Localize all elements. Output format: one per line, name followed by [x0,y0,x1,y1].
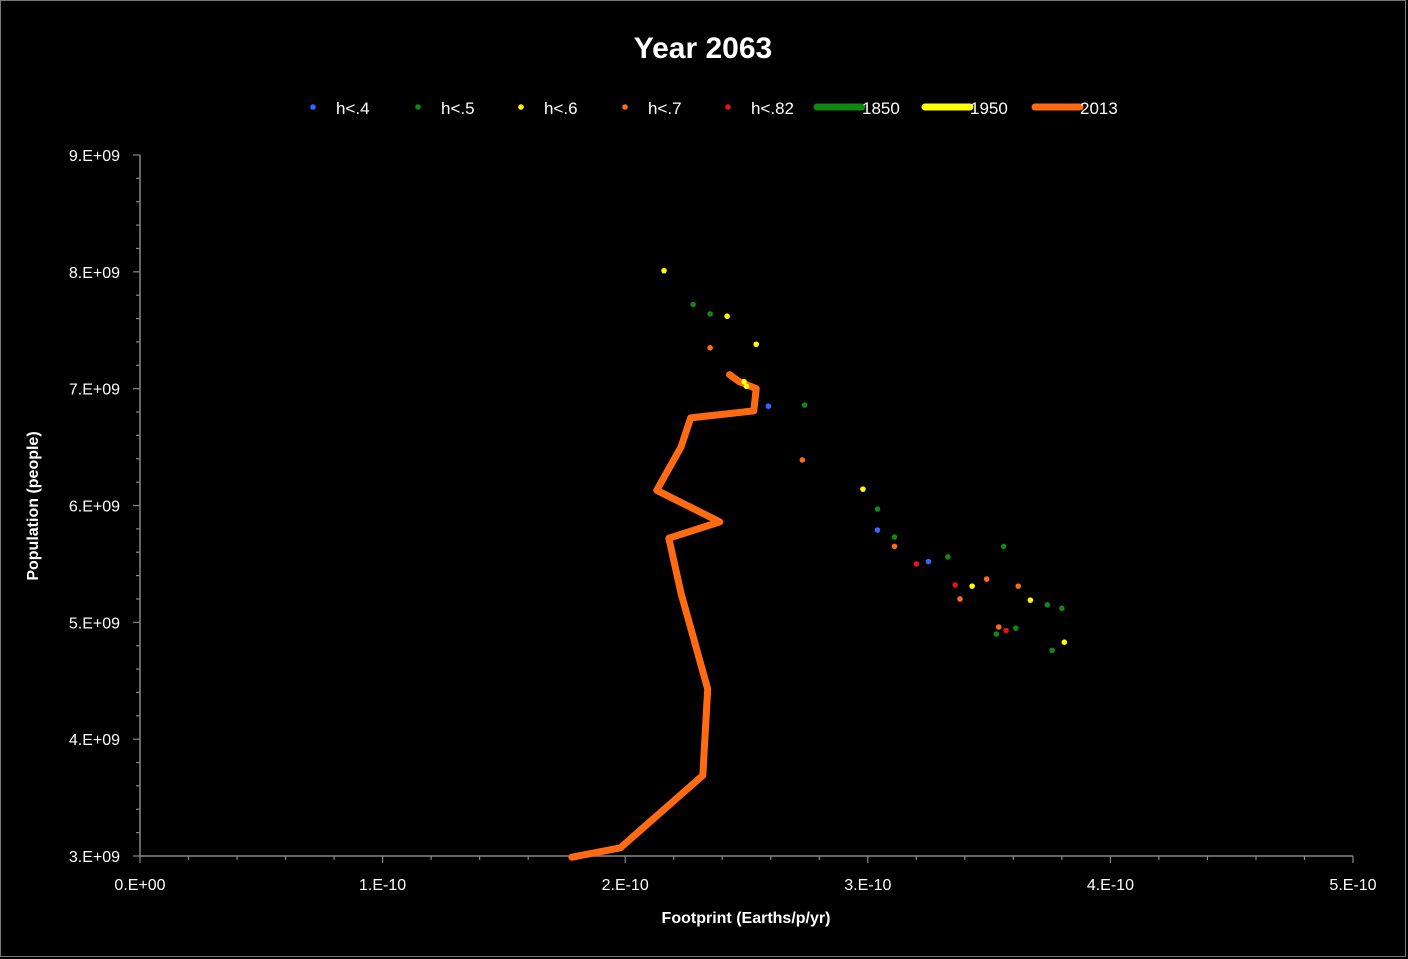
x-tick-label: 0.E+00 [114,877,165,894]
data-point-h-5 [1044,602,1051,608]
data-point-h-5 [801,402,808,408]
y-tick-label: 7.E+09 [69,382,120,399]
legend-label-1950: 1950 [970,99,1008,118]
legend-label-1850: 1850 [862,99,900,118]
plot-area [568,267,1068,861]
y-ticks: 3.E+09 4.E+09 5.E+09 6.E+09 7.E+09 8.E+09 9.E+… [69,148,140,866]
data-point-h-7 [707,344,713,351]
data-point-h-5 [891,534,898,540]
data-point-h-5 [1000,543,1007,550]
legend-label-h-6: h<.6 [544,99,578,118]
y-tick-label: 8.E+09 [69,265,120,282]
chart-title: Year 2063 [634,32,772,65]
data-point-h-6 [1027,597,1034,603]
data-point-h-82 [1003,627,1009,634]
x-tick-label: 3.E-10 [844,877,891,894]
x-tick-label: 5.E-10 [1329,877,1376,894]
y-tick-label: 9.E+09 [69,148,120,165]
data-point-h-7 [891,543,898,550]
x-ticks: 0.E+00 1.E-10 2.E-10 3.E-10 4.E-10 5.E-10 [114,856,1377,894]
y-tick-label: 6.E+09 [69,499,120,516]
legend-marker-h-6 [518,104,524,110]
data-point-h-5 [1012,625,1019,631]
axes [139,155,1353,857]
y-tick-label: 5.E+09 [69,615,120,632]
data-point-h-82 [913,561,920,567]
legend-marker-h-82 [725,104,731,110]
data-point-h-6 [661,267,667,274]
legend-marker-h-7 [622,104,628,110]
data-point-h-7 [996,624,1002,630]
data-point-h-6 [1061,639,1068,645]
data-point-h-5 [993,631,1000,637]
y-tick-label: 4.E+09 [69,732,120,749]
x-tick-label: 2.E-10 [602,877,649,894]
legend-label-2013: 2013 [1080,99,1118,118]
series-line-2013 [568,371,760,861]
y-axis-title: Population (people) [25,431,42,580]
legend: h<.4 h<.5 h<.6 h<.7 h<.82 1850 1950 2013 [310,99,1118,118]
data-point-h-4 [874,527,881,533]
x-axis-title: Footprint (Earths/p/yr) [662,910,831,927]
data-point-h-82 [952,582,958,588]
data-point-h-5 [874,506,881,512]
data-point-h-6 [969,583,975,589]
data-point-h-7 [799,457,806,463]
legend-label-h-5: h<.5 [441,99,475,118]
y-tick-label: 3.E+09 [69,849,120,866]
legend-marker-h-4 [310,104,316,110]
data-point-h-4 [925,558,932,565]
data-point-h-7 [1015,583,1022,589]
data-point-h-7 [983,576,990,582]
x-tick-label: 4.E-10 [1087,877,1134,894]
data-point-h-5 [1049,647,1055,654]
legend-label-h-7: h<.7 [648,99,682,118]
data-point-h-6 [724,313,730,320]
data-point-h-5 [690,301,696,308]
legend-label-h-82: h<.82 [751,99,794,118]
data-point-h-6 [743,383,750,390]
data-point-h-6 [860,486,866,492]
data-point-h-7 [957,596,963,602]
x-tick-label: 1.E-10 [359,877,406,894]
data-point-h-6 [753,341,760,348]
data-point-h-6 [741,378,747,385]
data-point-h-5 [945,554,951,560]
legend-marker-h-5 [415,104,421,110]
data-point-h-4 [765,403,772,409]
data-point-h-5 [707,311,713,317]
data-point-h-5 [1059,605,1065,612]
legend-label-h-4: h<.4 [336,99,370,118]
